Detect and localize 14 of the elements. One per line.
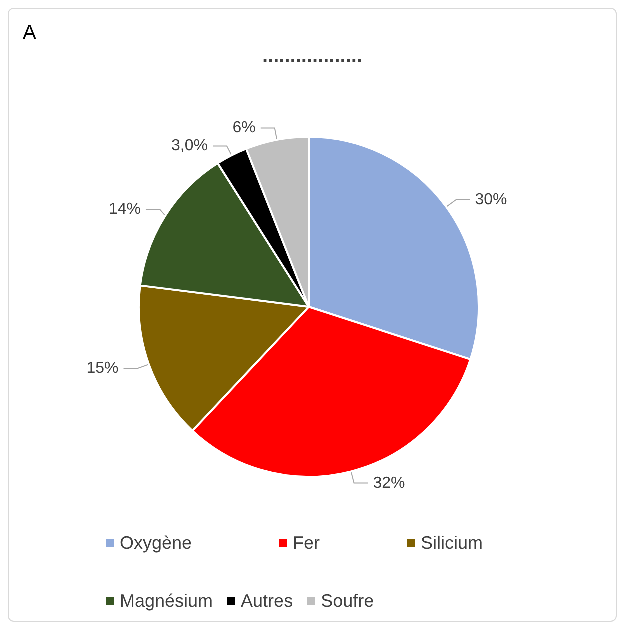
data-label: 32%: [373, 474, 406, 492]
data-label: 14%: [108, 200, 141, 218]
data-label: 6%: [232, 120, 256, 137]
legend-label: Silicium: [421, 533, 484, 553]
data-label: 30%: [475, 192, 508, 209]
data-label: 15%: [86, 360, 119, 378]
text: A: [23, 22, 37, 44]
legend-label: Oxygène: [120, 533, 192, 553]
chart-title: ..................: [262, 45, 363, 67]
legend-label: Autres: [241, 591, 294, 611]
legend-label: Fer: [293, 533, 320, 553]
legend-label: Soufre: [321, 591, 374, 611]
data-label: 3,0%: [172, 138, 208, 155]
legend-label: Magnésium: [120, 591, 214, 611]
